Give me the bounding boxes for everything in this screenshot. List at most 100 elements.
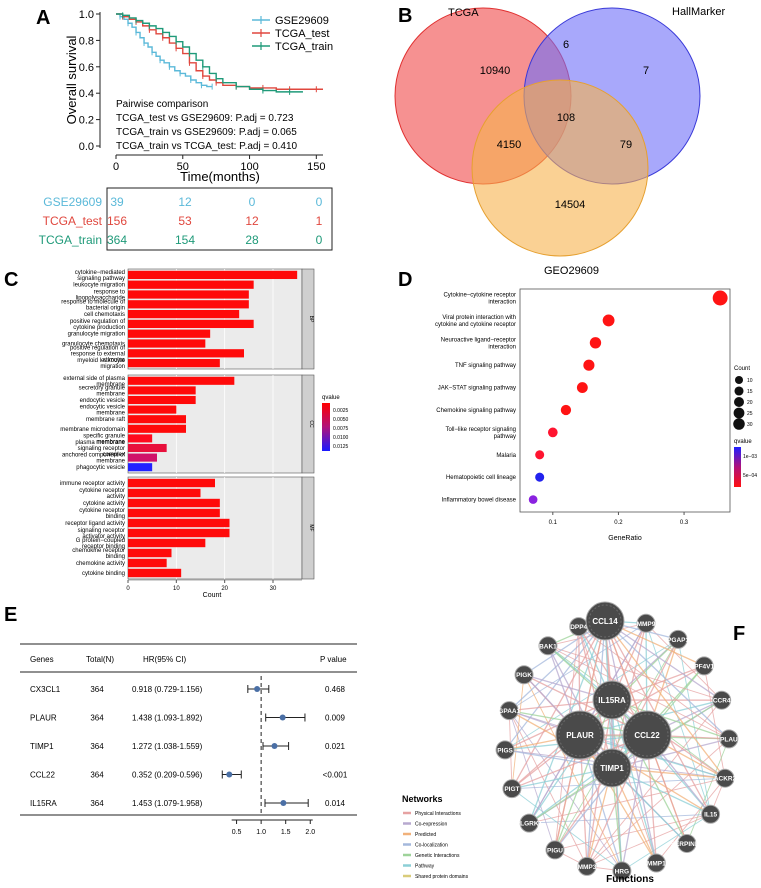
gene-node-pigu[interactable]: PIGU (545, 840, 565, 860)
d-point-label: pathway (494, 434, 516, 440)
venn-circle-geo (471, 79, 649, 257)
gene-node-pigs[interactable]: PIGS (495, 740, 515, 760)
network-edge (621, 813, 711, 872)
gene-node-circle (514, 665, 534, 685)
a-annotation-1: TCGA_test vs GSE29609: P.adj = 0.723 (116, 113, 294, 124)
d-x-tick-label: 0.1 (549, 520, 558, 526)
venn-region-geo-only: 14504 (555, 199, 586, 211)
gene-node-ackr2[interactable]: ACKR2 (714, 768, 737, 788)
network-edge (611, 699, 657, 864)
gene-node-pf4v1[interactable]: PF4V1 (694, 656, 714, 676)
panel-letter-a: A (36, 7, 50, 29)
d-point (535, 450, 545, 460)
network-legend-label: Predicted (415, 832, 436, 838)
gene-node-pgap1[interactable]: PGAP1 (667, 629, 689, 649)
risk-row-label: TCGA_test (43, 214, 103, 228)
gene-node-pigk[interactable]: PIGK (514, 665, 534, 685)
c-bar-label: external side of plasma (63, 376, 125, 382)
gene-node-label: MMP9 (637, 621, 656, 628)
km-curve-gse29609 (116, 13, 213, 88)
e-hr-point (254, 686, 261, 692)
gene-node-label: CCL22 (634, 731, 660, 740)
risk-cell: 0 (316, 233, 323, 247)
c-bar (128, 280, 254, 289)
risk-cell: 12 (245, 214, 259, 228)
risk-cell: 12 (178, 195, 192, 209)
gene-node-plaur[interactable]: PLAUR (555, 710, 605, 760)
gene-node-plau[interactable]: PLAU (719, 729, 739, 749)
gene-node-hatch (595, 751, 629, 785)
c-bar-label: membrane (96, 439, 125, 445)
d-point-label: Hematopoietic cell lineage (446, 475, 517, 481)
c-bar (128, 463, 153, 472)
gene-node-label: BAK1 (539, 643, 557, 650)
c-bar-label: signaling pathway (77, 276, 125, 282)
c-bar (128, 453, 157, 462)
c-facet-label: CC (308, 420, 314, 428)
network-edge (611, 699, 730, 740)
gene-node-ccl14[interactable]: CCL14 (585, 601, 625, 641)
gene-node-plgrkt[interactable]: PLGRKT (516, 813, 543, 833)
gene-node-mmp1[interactable]: MMP1 (646, 853, 666, 873)
gene-node-label: TIMP1 (600, 764, 624, 773)
network-edge (528, 734, 648, 824)
gene-node-ccl22[interactable]: CCL22 (622, 710, 672, 760)
gene-node-ccr4[interactable]: CCR4 (712, 690, 732, 710)
network-legend-label: Pathway (415, 864, 435, 870)
c-bar (128, 319, 254, 329)
e-gene: CX3CL1 (30, 685, 61, 694)
e-hr-point (280, 800, 287, 806)
gene-network: MMP9 PGAP1 PF4V1 CCR4 PLAU ACKR2 IL15 SERPINB2 M… (402, 601, 739, 885)
d-point (576, 382, 588, 394)
d-size-legend: 10 15 20 25 30 (733, 375, 753, 430)
gene-node-serpinb2[interactable]: SERPINB2 (671, 833, 704, 853)
e-hr-ci: 0.918 (0.729-1.156) (132, 685, 203, 694)
gene-node-label: CCL14 (592, 617, 618, 626)
network-edge (604, 620, 730, 740)
gene-node-label: PLAUR (566, 731, 594, 740)
gene-node-circle (636, 613, 656, 633)
e-hr-point (226, 771, 233, 778)
c-legend-tick: 0.0050 (333, 417, 349, 423)
d-point-label: Malaria (496, 453, 516, 459)
a-legend-label: TCGA_test (275, 28, 329, 40)
gene-node-mmp3[interactable]: MMP3 (577, 856, 597, 876)
gene-node-circle (519, 813, 539, 833)
risk-row-label: GSE29609 (43, 195, 102, 209)
venn-diagram: TCGA HallMarker GEO29609 10940 6 7 108 4… (394, 6, 726, 277)
c-bar (128, 558, 167, 568)
c-bar-label: G protein−coupled (76, 538, 125, 544)
d-size-label: 10 (747, 378, 753, 384)
c-bar-label: specific granule (83, 433, 125, 439)
survival-plot: 0.00.20.40.60.81.0 0 50 100 150 Overall sur… (39, 9, 333, 251)
gene-node-dpp4[interactable]: DPP4 (569, 617, 589, 637)
c-bar (128, 508, 220, 518)
gene-node-il15ra[interactable]: IL15RA (592, 680, 632, 720)
e-header-hr: HR(95% CI) (143, 655, 186, 664)
gene-node-hrg[interactable]: HRG (612, 861, 632, 881)
c-bar (128, 386, 196, 395)
gene-node-il15[interactable]: IL15 (701, 804, 721, 824)
c-facet-strip (301, 476, 315, 580)
gene-node-timp1[interactable]: TIMP1 (592, 748, 632, 788)
network-edge (554, 734, 648, 851)
gene-node-pigt[interactable]: PIGT (502, 779, 522, 799)
gene-node-label: PIGK (516, 672, 532, 679)
c-bar (128, 528, 230, 538)
d-point-label: JAK−STAT signaling pathway (438, 386, 516, 392)
a-x-tick-label: 150 (307, 161, 325, 173)
risk-table: GSE29609 39 12 0 0 TCGA_test 156 53 12 1 TCGA_trai… (39, 195, 323, 247)
gene-node-bak1[interactable]: BAK1 (538, 636, 558, 656)
gene-node-mmp9[interactable]: MMP9 (636, 613, 656, 633)
a-x-ticks: 0 50 100 150 (113, 155, 326, 173)
a-y-tick-label: 0.0 (79, 141, 94, 153)
e-axis-tick-label: 1.0 (256, 829, 266, 836)
e-hr-ci: 1.272 (1.038-1.559) (132, 742, 203, 751)
e-p-value: 0.009 (325, 714, 346, 723)
gene-node-gpaa1[interactable]: GPAA1 (498, 701, 521, 721)
c-bar-label: endocytic vesicle (80, 398, 126, 404)
c-bar (128, 424, 186, 433)
e-axis-tick-label: 2.0 (305, 829, 315, 836)
c-x-tick-label: 30 (270, 586, 277, 592)
venn-label-hallmarker: HallMarker (672, 6, 726, 18)
